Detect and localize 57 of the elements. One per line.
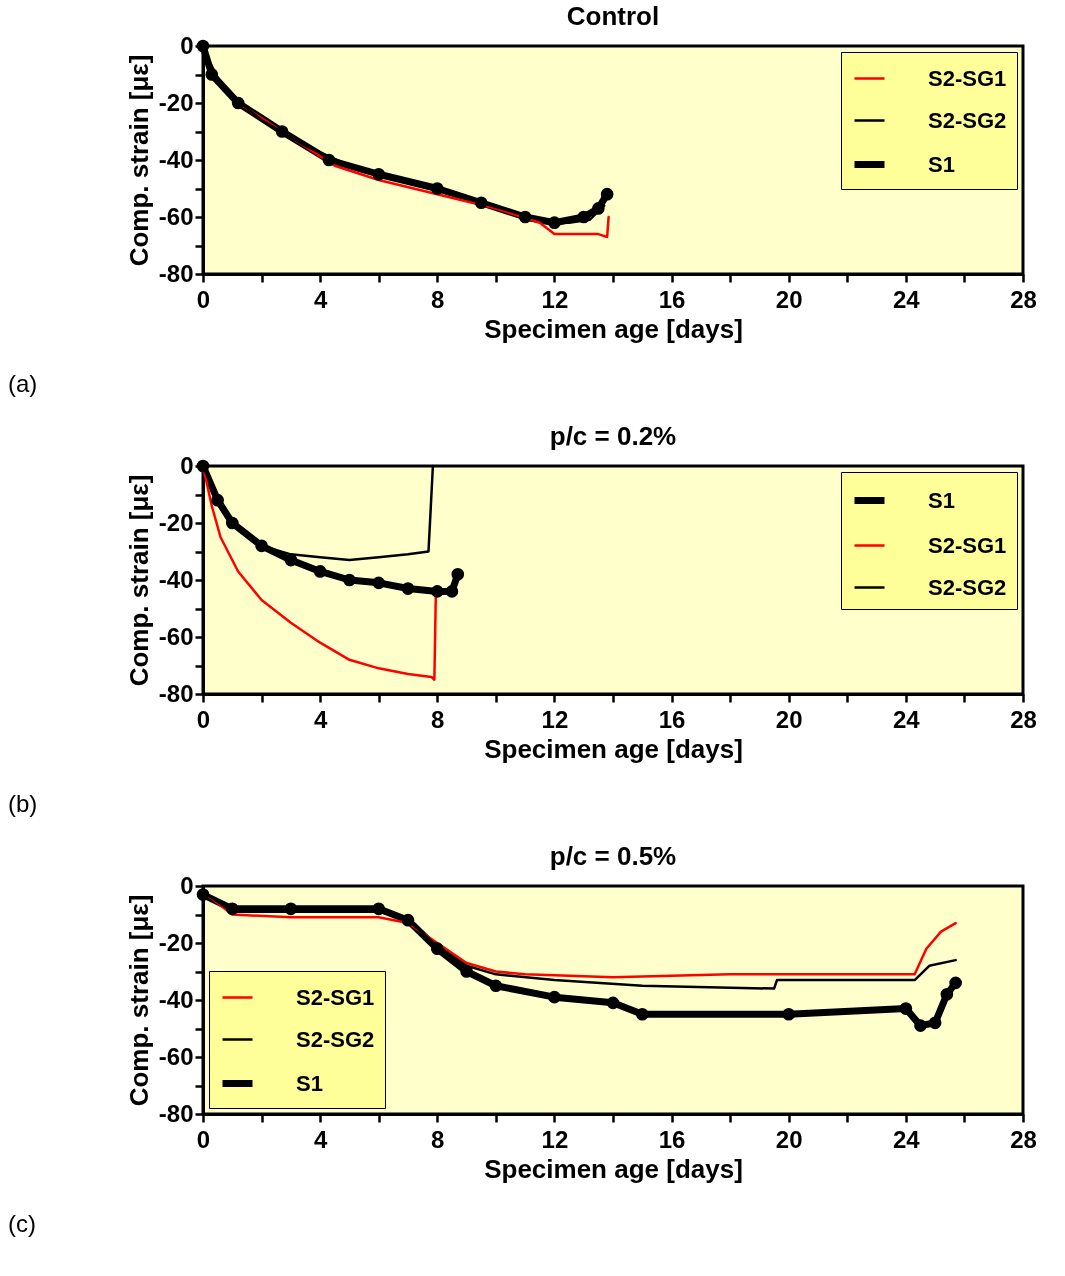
y-tick-label: -40 [158,145,194,173]
y-tick-label: -60 [158,622,194,650]
y-tick-label: -80 [158,1099,194,1127]
chart-title: p/c = 0.5% [549,841,677,871]
x-axis-title: Specimen age [days] [484,313,743,344]
x-tick-label: 20 [775,1125,803,1153]
x-tick-label: 8 [431,1125,445,1153]
y-tick-label: 0 [180,451,194,479]
chart-title: Control [566,1,660,31]
legend-label: S1 [296,1070,323,1096]
x-tick-label: 4 [313,705,328,733]
y-axis-title: Comp. strain [με] [123,894,154,1107]
y-tick-label: 0 [180,31,194,59]
legend-label: S2-SG1 [928,532,1007,558]
chart-title: p/c = 0.2% [549,421,677,451]
x-tick-label: 8 [431,285,445,313]
legend-label: S2-SG1 [296,984,375,1010]
x-tick-label: 16 [658,705,686,733]
y-tick-label: -20 [158,928,194,956]
x-axis-title: Specimen age [days] [484,1153,743,1184]
y-tick-label: -60 [158,1042,194,1070]
y-tick-label: -40 [158,565,194,593]
y-tick-label: -20 [158,88,194,116]
y-tick-label: -80 [158,259,194,287]
x-tick-label: 12 [541,705,569,733]
x-tick-label: 28 [1010,1125,1037,1153]
text: (c) [8,1210,36,1238]
y-tick-label: -60 [158,202,194,230]
x-tick-label: 24 [893,705,921,733]
x-tick-label: 8 [431,705,445,733]
text: (a) [8,370,38,398]
x-tick-label: 16 [658,285,686,313]
y-axis-title: Comp. strain [με] [123,474,154,687]
x-tick-label: 12 [541,285,569,313]
legend-label: S2-SG1 [928,65,1007,91]
y-tick-label: 0 [180,871,194,899]
x-axis-title: Specimen age [days] [484,733,743,764]
legend-label: S2-SG2 [296,1026,375,1052]
x-tick-label: 24 [893,285,921,313]
y-axis-title: Comp. strain [με] [123,54,154,267]
y-tick-label: -80 [158,679,194,707]
x-tick-label: 16 [658,1125,686,1153]
legend-label: S2-SG2 [928,574,1007,600]
x-tick-label: 20 [775,705,803,733]
x-tick-label: 28 [1010,285,1037,313]
x-tick-label: 4 [313,1125,328,1153]
text: (b) [8,790,38,818]
legend-label: S2-SG2 [928,107,1007,133]
x-tick-label: 20 [775,285,803,313]
x-tick-label: 4 [313,285,328,313]
legend-label: S1 [928,487,955,513]
x-tick-label: 28 [1010,705,1037,733]
x-tick-label: 24 [893,1125,921,1153]
x-tick-label: 12 [541,1125,569,1153]
y-tick-label: -20 [158,508,194,536]
legend-label: S1 [928,151,955,177]
y-tick-label: -40 [158,985,194,1013]
